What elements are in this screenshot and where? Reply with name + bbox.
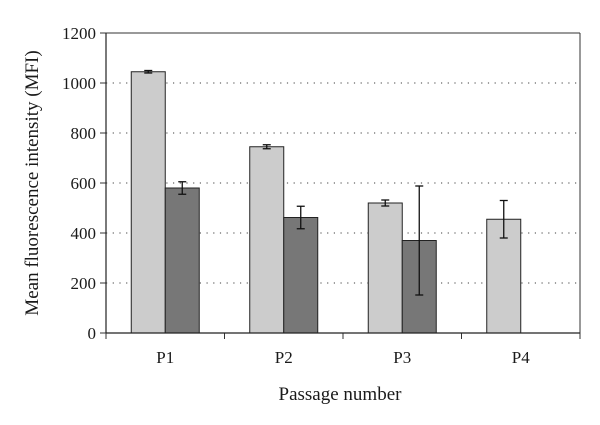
bars — [130, 69, 522, 334]
y-tick-label: 1000 — [62, 74, 96, 93]
y-tick-label: 400 — [71, 224, 97, 243]
y-tick-label: 200 — [71, 274, 97, 293]
x-tick-label: P1 — [156, 348, 174, 367]
x-axis-title: Passage number — [279, 384, 403, 405]
bar — [249, 146, 285, 334]
x-tick-label: P4 — [512, 348, 530, 367]
y-tick-label: 800 — [71, 124, 97, 143]
bar — [164, 187, 200, 334]
bar — [283, 217, 319, 334]
tick-labels: 0 200 400 600 800 1000 1200 P1 P2 P3 P4 — [62, 24, 530, 367]
bar — [367, 202, 403, 334]
y-tick-label: 0 — [88, 324, 97, 343]
y-axis-title: Mean fluorescence intensity (MFI) — [22, 50, 43, 315]
x-tick-label: P3 — [393, 348, 411, 367]
axes — [100, 32, 581, 339]
y-tick-label: 600 — [71, 174, 97, 193]
x-tick-label: P2 — [275, 348, 293, 367]
y-tick-label: 1200 — [62, 24, 96, 43]
bar — [130, 71, 166, 334]
